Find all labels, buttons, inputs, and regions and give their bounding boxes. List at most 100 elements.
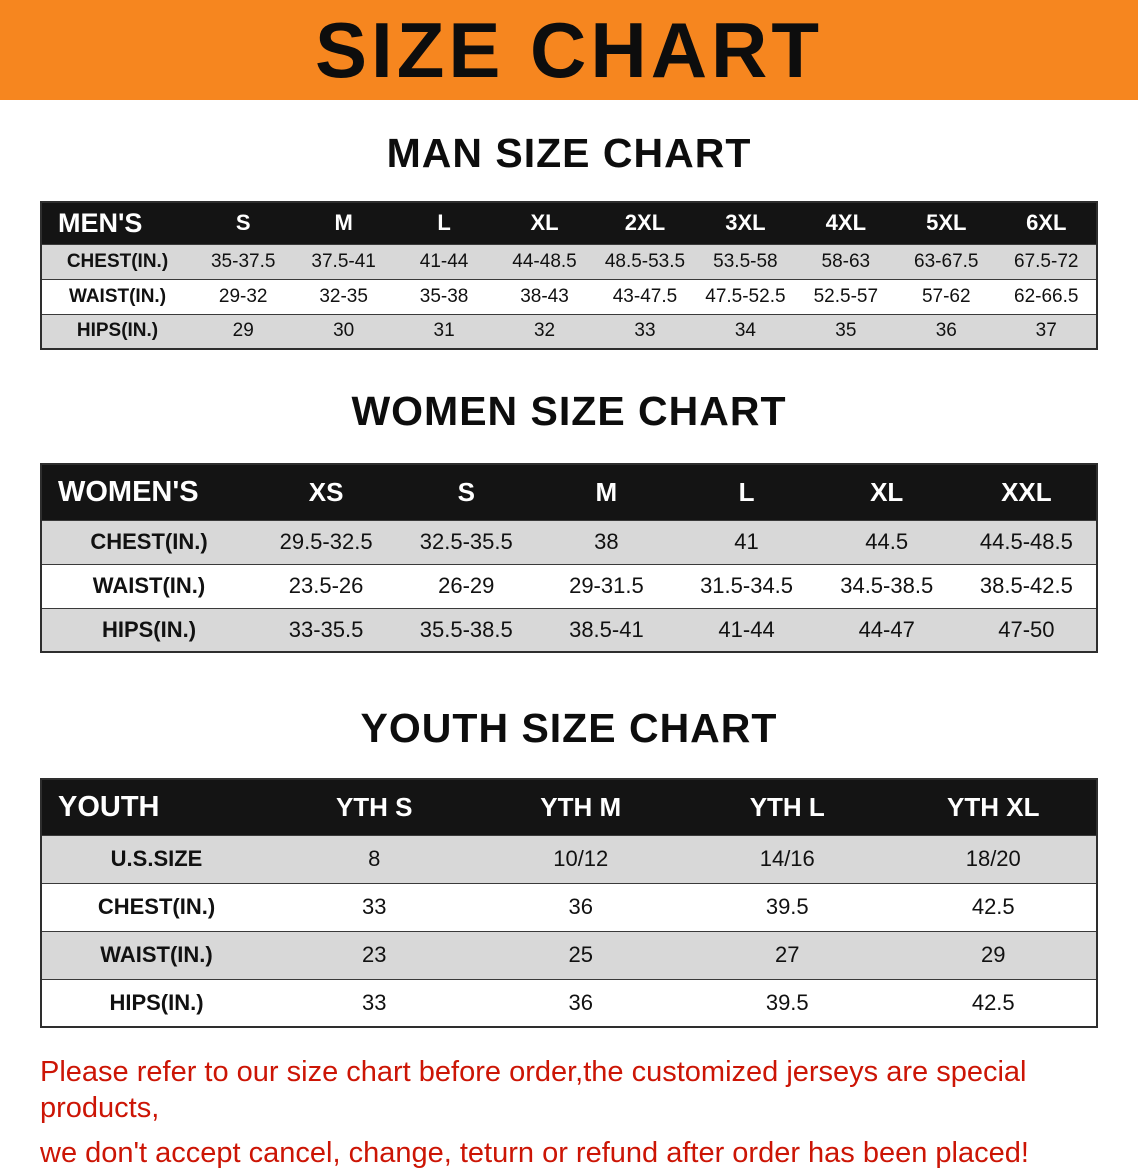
table-row: HIPS(IN.) 33-35.5 35.5-38.5 38.5-41 41-44 44-… (41, 607, 1097, 652)
measurement-label: U.S.SIZE (41, 834, 271, 883)
size-column-header: M (536, 464, 677, 520)
table-header-row: MEN'S S M L XL 2XL 3XL 4XL 5XL 6XL (41, 202, 1097, 244)
youth-size-table: YOUTH YTH S YTH M YTH L YTH XL U.S.SIZE 8 10/12… (40, 778, 1098, 1028)
measurement-value: 57-62 (896, 278, 997, 314)
measurement-value: 62-66.5 (996, 278, 1097, 314)
size-column-header: XL (816, 464, 957, 520)
measurement-value: 33-35.5 (256, 607, 397, 652)
table-row: WAIST(IN.) 23.5-26 26-29 29-31.5 31.5-34.5 34… (41, 563, 1097, 608)
measurement-value: 53.5-58 (695, 243, 796, 279)
table-title-cell: MEN'S (41, 202, 193, 244)
measurement-value: 36 (477, 882, 684, 931)
measurement-value: 44.5 (816, 519, 957, 564)
measurement-value: 35-38 (393, 278, 495, 314)
measurement-value: 35 (795, 313, 897, 349)
measurement-value: 63-67.5 (896, 243, 997, 279)
measurement-value: 29 (890, 930, 1097, 979)
measurement-value: 35-37.5 (193, 243, 294, 279)
women-size-table: WOMEN'S XS S M L XL XXL CHEST(IN.) 29.5-32.5 32.5… (40, 463, 1098, 653)
men-size-section: MAN SIZE CHART MEN'S S M L XL 2XL 3XL 4XL 5XL 6XL… (0, 130, 1138, 350)
table-row: WAIST(IN.) 29-32 32-35 35-38 38-43 43-47.5 47.… (41, 278, 1097, 314)
measurement-value: 44-47 (816, 607, 957, 652)
measurement-value: 33 (271, 978, 478, 1027)
women-size-section: WOMEN SIZE CHART WOMEN'S XS S M L XL XXL CHEST(… (0, 388, 1138, 653)
table-row: CHEST(IN.) 33 36 39.5 42.5 (41, 882, 1097, 931)
measurement-value: 18/20 (890, 834, 1097, 883)
measurement-value: 38-43 (494, 278, 595, 314)
measurement-value: 8 (271, 834, 478, 883)
measurement-label: CHEST(IN.) (41, 882, 271, 931)
measurement-value: 31 (393, 313, 495, 349)
measurement-value: 29.5-32.5 (256, 519, 397, 564)
measurement-value: 31.5-34.5 (676, 563, 817, 608)
measurement-label: WAIST(IN.) (41, 930, 271, 979)
size-column-header: 3XL (695, 202, 796, 244)
table-row: CHEST(IN.) 29.5-32.5 32.5-35.5 38 41 44.5 44.5… (41, 519, 1097, 564)
table-row: WAIST(IN.) 23 25 27 29 (41, 930, 1097, 979)
table-title-cell: YOUTH (41, 779, 271, 835)
disclaimer-line-2: we don't accept cancel, change, teturn o… (40, 1136, 1029, 1169)
measurement-value: 47.5-52.5 (695, 278, 796, 314)
measurement-value: 34 (695, 313, 796, 349)
size-column-header: S (396, 464, 537, 520)
measurement-value: 29 (193, 313, 294, 349)
youth-size-section: YOUTH SIZE CHART YOUTH YTH S YTH M YTH L YTH… (0, 705, 1138, 1028)
banner: SIZE CHART (0, 0, 1138, 100)
size-column-header: YTH S (271, 779, 478, 835)
measurement-value: 58-63 (795, 243, 897, 279)
measurement-label: WAIST(IN.) (41, 563, 256, 608)
measurement-value: 25 (477, 930, 684, 979)
measurement-value: 29-31.5 (536, 563, 677, 608)
table-title-cell: WOMEN'S (41, 464, 256, 520)
size-column-header: 6XL (996, 202, 1097, 244)
size-column-header: YTH XL (890, 779, 1097, 835)
measurement-value: 39.5 (684, 882, 891, 931)
size-column-header: YTH L (684, 779, 891, 835)
measurement-value: 26-29 (396, 563, 537, 608)
size-column-header: M (293, 202, 394, 244)
measurement-value: 44-48.5 (494, 243, 595, 279)
measurement-value: 29-32 (193, 278, 294, 314)
measurement-label: HIPS(IN.) (41, 607, 256, 652)
measurement-label: HIPS(IN.) (41, 978, 271, 1027)
table-header-row: WOMEN'S XS S M L XL XXL (41, 464, 1097, 520)
size-column-header: L (676, 464, 817, 520)
table-row: HIPS(IN.) 33 36 39.5 42.5 (41, 978, 1097, 1027)
measurement-value: 32 (494, 313, 595, 349)
measurement-value: 41 (676, 519, 817, 564)
page-title: SIZE CHART (315, 6, 823, 94)
size-column-header: XS (256, 464, 397, 520)
size-column-header: XL (494, 202, 595, 244)
measurement-value: 30 (293, 313, 394, 349)
size-column-header: 5XL (896, 202, 997, 244)
measurement-value: 48.5-53.5 (594, 243, 696, 279)
measurement-value: 10/12 (477, 834, 684, 883)
measurement-value: 33 (594, 313, 696, 349)
measurement-value: 35.5-38.5 (396, 607, 537, 652)
measurement-value: 27 (684, 930, 891, 979)
measurement-label: HIPS(IN.) (41, 313, 193, 349)
measurement-value: 42.5 (890, 882, 1097, 931)
measurement-label: CHEST(IN.) (41, 243, 193, 279)
size-column-header: 2XL (594, 202, 696, 244)
measurement-label: WAIST(IN.) (41, 278, 193, 314)
men-section-heading: MAN SIZE CHART (386, 130, 752, 176)
measurement-value: 32-35 (293, 278, 394, 314)
size-column-header: 4XL (795, 202, 897, 244)
measurement-value: 42.5 (890, 978, 1097, 1027)
measurement-value: 23.5-26 (256, 563, 397, 608)
measurement-value: 23 (271, 930, 478, 979)
measurement-value: 52.5-57 (795, 278, 897, 314)
measurement-value: 38.5-41 (536, 607, 677, 652)
measurement-value: 41-44 (393, 243, 495, 279)
measurement-label: CHEST(IN.) (41, 519, 256, 564)
measurement-value: 34.5-38.5 (816, 563, 957, 608)
size-column-header: YTH M (477, 779, 684, 835)
measurement-value: 32.5-35.5 (396, 519, 537, 564)
measurement-value: 38.5-42.5 (956, 563, 1097, 608)
table-row: U.S.SIZE 8 10/12 14/16 18/20 (41, 834, 1097, 883)
women-section-heading: WOMEN SIZE CHART (351, 388, 787, 434)
table-header-row: YOUTH YTH S YTH M YTH L YTH XL (41, 779, 1097, 835)
measurement-value: 47-50 (956, 607, 1097, 652)
table-row: HIPS(IN.) 29 30 31 32 33 34 35 36 37 (41, 313, 1097, 349)
